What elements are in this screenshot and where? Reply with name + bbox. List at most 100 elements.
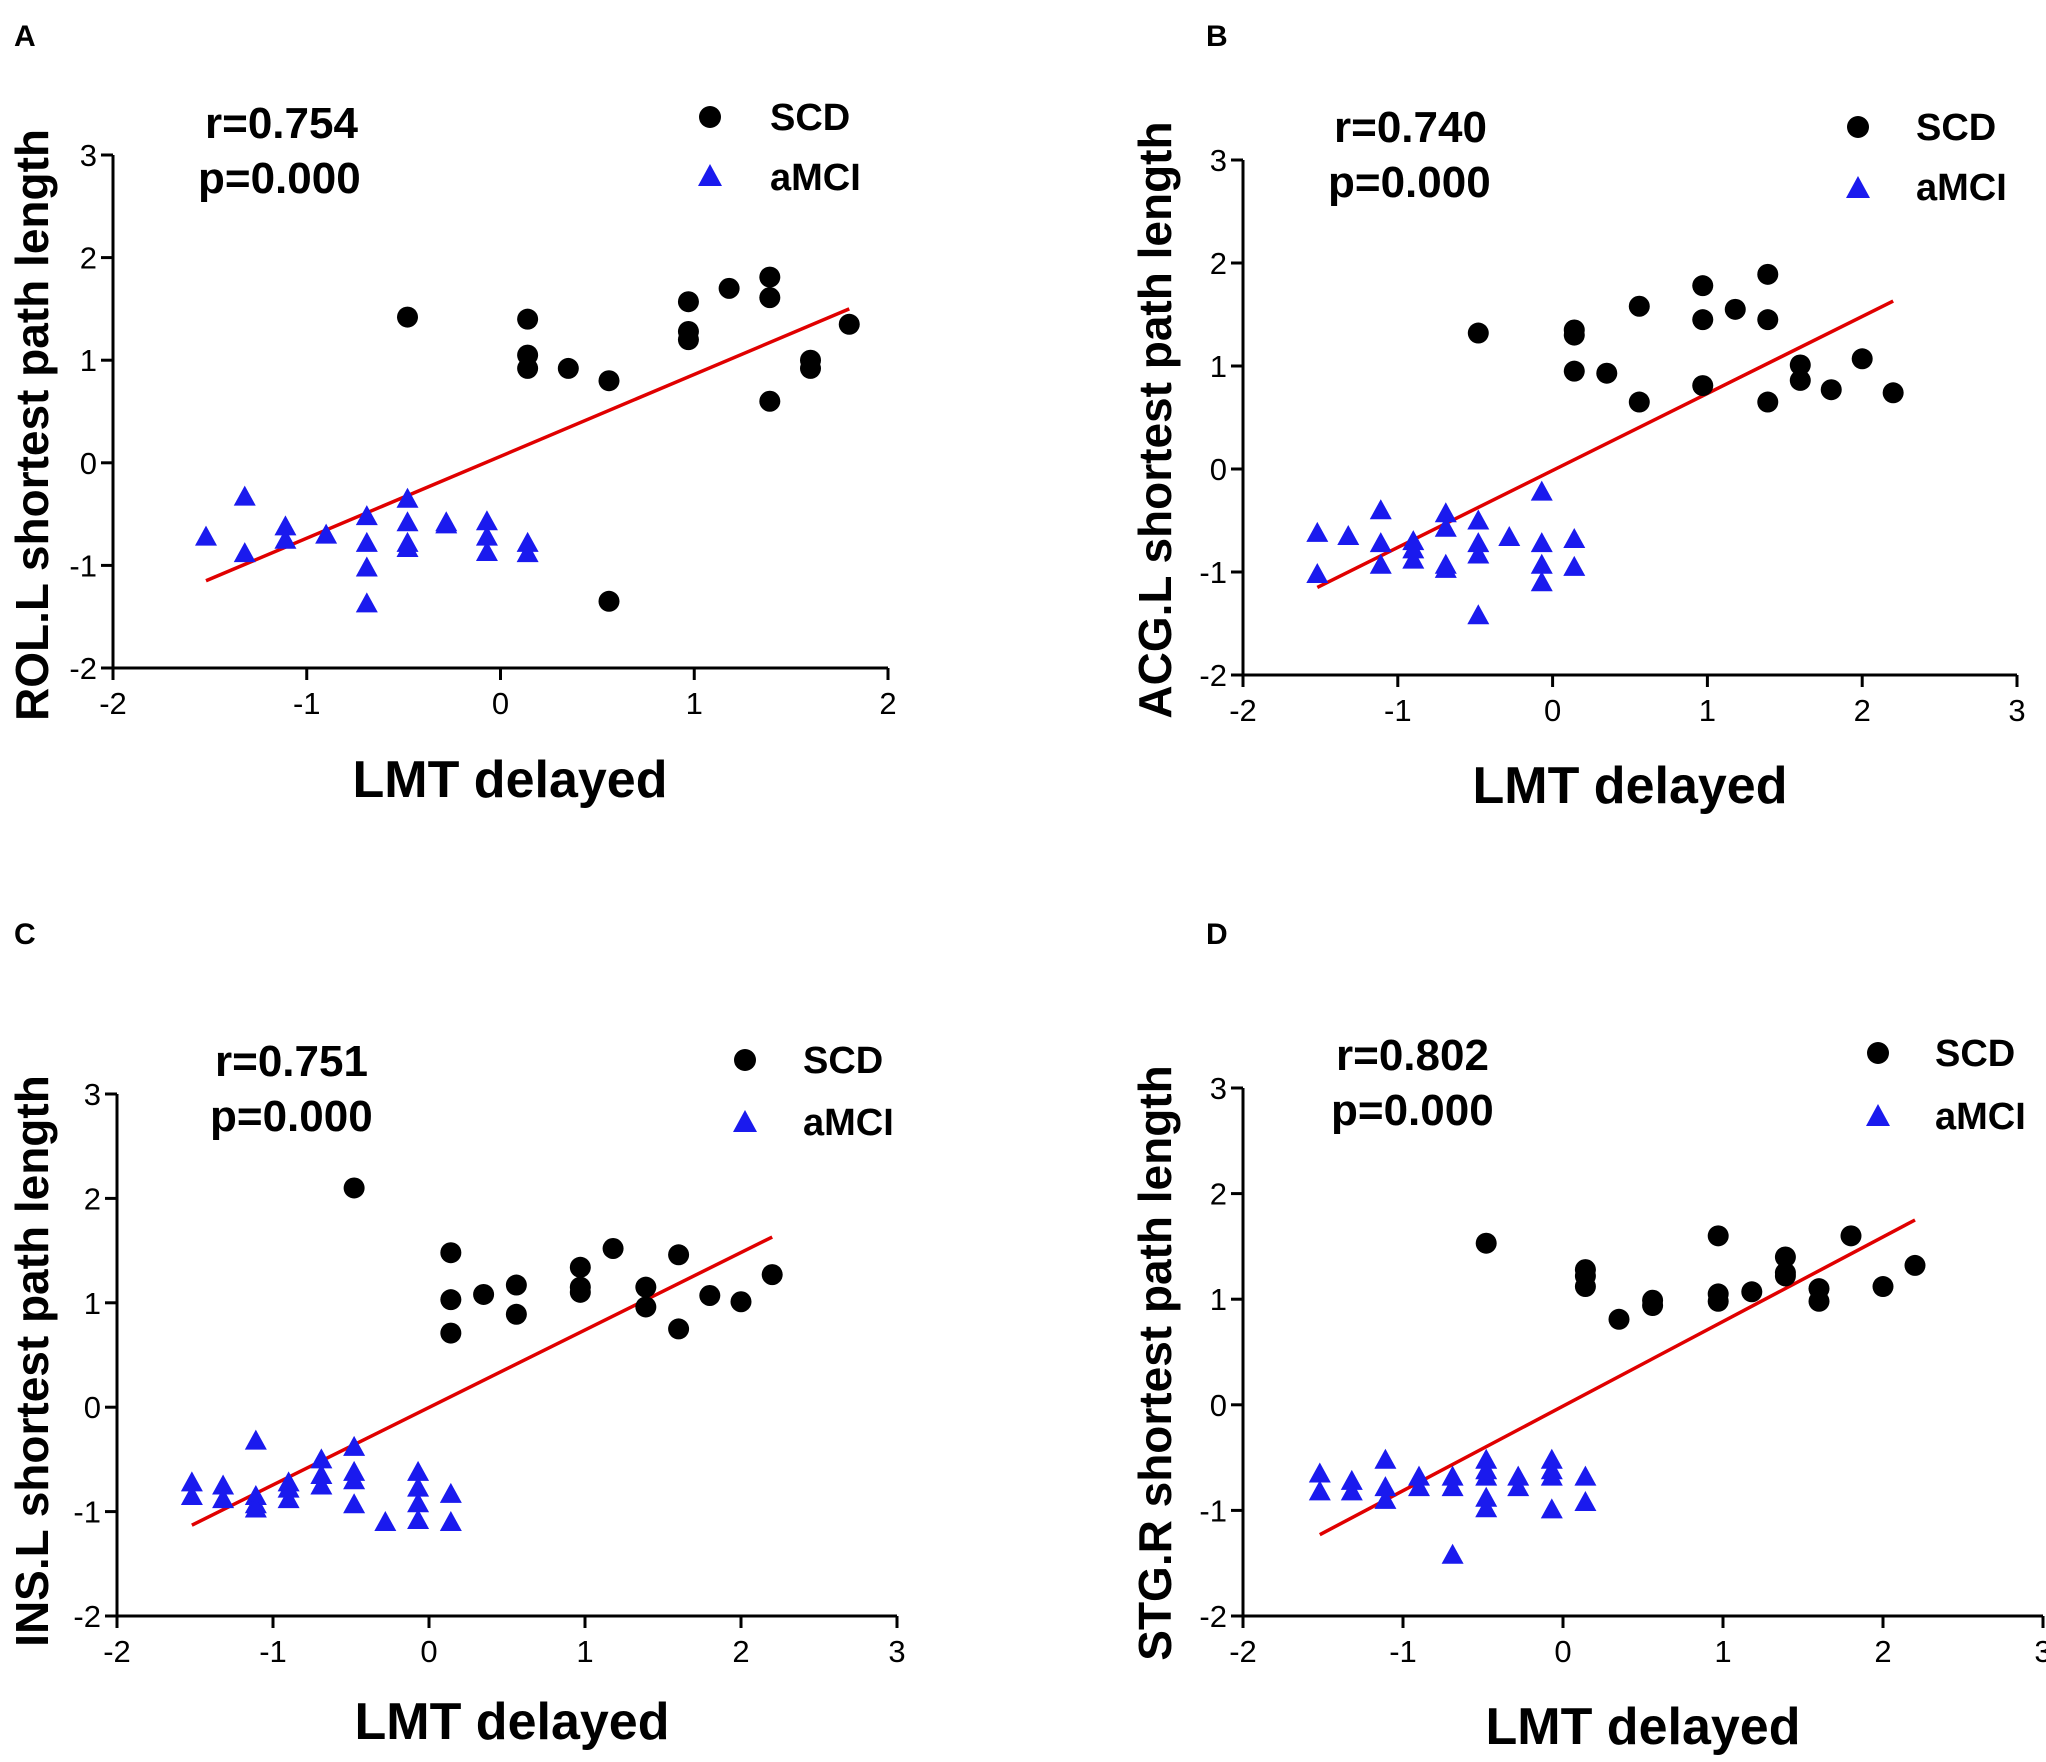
scd-point <box>440 1242 462 1264</box>
scd-point <box>440 1289 462 1311</box>
x-tick-label: -2 <box>1229 1634 1257 1669</box>
y-tick-label: -2 <box>73 1599 101 1634</box>
scd-point <box>1789 369 1811 391</box>
amci-point <box>1540 1448 1563 1469</box>
scd-point <box>1757 263 1779 285</box>
scd-point <box>1475 1232 1497 1254</box>
y-axis-label: STG.R shortest path length <box>1129 1065 1181 1660</box>
scd-point <box>1692 309 1714 331</box>
scd-point <box>473 1283 495 1305</box>
legend-scd-marker <box>699 106 721 128</box>
amci-point <box>1563 528 1586 549</box>
y-tick-label: 2 <box>1210 246 1227 281</box>
legend-amci-label: aMCI <box>1935 1096 2026 1138</box>
amci-point <box>1369 499 1392 520</box>
legend-scd-marker <box>1847 116 1869 138</box>
legend-amci-label: aMCI <box>1916 167 2007 209</box>
scd-point <box>730 1291 752 1313</box>
amci-point <box>396 487 419 508</box>
stat-p: p=0.000 <box>198 154 361 203</box>
scd-point <box>569 1281 591 1303</box>
x-tick-label: -1 <box>1389 1634 1417 1669</box>
y-tick-label: 0 <box>1210 452 1227 487</box>
amci-point <box>355 592 378 613</box>
x-axis-label: LMT delayed <box>1473 757 1788 815</box>
scd-point <box>1628 295 1650 317</box>
amci-point <box>310 1448 333 1469</box>
amci-point <box>1574 1490 1597 1511</box>
panel-d: D r=0.802 p=0.000 SCD aMCI -2 -1 0 1 2 3 -2 -1 0… <box>1023 881 2046 1762</box>
amci-point <box>195 525 217 546</box>
amci-point <box>1467 532 1490 553</box>
scd-point <box>1563 360 1585 382</box>
amci-point <box>407 1476 430 1497</box>
scd-point <box>1741 1281 1763 1303</box>
scd-point <box>1840 1225 1862 1247</box>
amci-point <box>1475 1465 1498 1486</box>
plot-area: -2 -1 0 1 2 3 -2 -1 0 1 2 3 <box>1199 143 2025 728</box>
legend-amci-label: aMCI <box>770 157 861 199</box>
legend-amci-label: aMCI <box>803 1102 894 1144</box>
y-tick-label: 2 <box>84 1181 101 1216</box>
scd-point <box>598 590 620 612</box>
y-tick-label: -2 <box>69 651 97 686</box>
amci-point <box>407 1460 430 1481</box>
y-tick-label: 0 <box>80 446 97 481</box>
amci-point <box>315 523 338 544</box>
amci-point <box>180 1471 203 1492</box>
scd-point <box>1757 391 1779 413</box>
scd-point <box>1904 1254 1926 1276</box>
scd-point <box>1642 1295 1664 1317</box>
amci-point <box>435 513 458 534</box>
amci-point <box>274 515 297 536</box>
x-tick-label: 3 <box>2034 1634 2046 1669</box>
scd-point <box>838 313 860 335</box>
amci-point <box>1540 1465 1563 1486</box>
x-tick-label: 0 <box>1554 1634 1571 1669</box>
scd-point <box>677 329 699 351</box>
x-axis-label: LMT delayed <box>353 751 668 809</box>
amci-point <box>1540 1498 1563 1519</box>
amci-point <box>343 1493 366 1514</box>
amci-point <box>1530 571 1553 592</box>
panel-c: C r=0.751 p=0.000 SCD aMCI -2 -1 0 1 2 3 -2 -1 0… <box>0 881 1023 1762</box>
scd-point <box>1872 1276 1894 1298</box>
y-tick-label: 0 <box>1210 1388 1227 1423</box>
amci-point <box>1434 502 1457 523</box>
amci-point <box>1467 509 1490 530</box>
stat-r: r=0.751 <box>215 1037 368 1086</box>
scd-point <box>602 1238 624 1260</box>
regression-line <box>191 1235 773 1527</box>
amci-point <box>475 510 498 531</box>
scd-point <box>1882 382 1904 404</box>
y-tick-label: 1 <box>84 1286 101 1321</box>
plot-area: -2 -1 0 1 2 3 -2 -1 0 1 2 3 <box>73 1077 905 1669</box>
amci-point <box>1369 553 1392 574</box>
scd-point <box>1596 362 1618 384</box>
legend-amci-marker <box>1846 176 1870 198</box>
x-tick-label: 2 <box>1874 1634 1891 1669</box>
amci-point <box>277 1488 300 1509</box>
plot-area: -2 -1 0 1 2 3 -2 -1 0 1 2 3 <box>1199 1071 2046 1669</box>
y-tick-label: 1 <box>1210 349 1227 384</box>
amci-point <box>374 1511 397 1532</box>
y-tick-label: 1 <box>80 343 97 378</box>
legend-amci-marker <box>733 1110 757 1132</box>
legend-scd-label: SCD <box>803 1040 883 1082</box>
x-axis-label: LMT delayed <box>355 1693 670 1751</box>
scd-point <box>800 357 821 379</box>
amci-point <box>1475 1497 1498 1518</box>
stat-r: r=0.802 <box>1336 1031 1489 1080</box>
scd-point <box>1851 348 1873 370</box>
x-tick-label: -1 <box>293 686 321 721</box>
y-tick-label: -1 <box>69 548 97 583</box>
scd-point <box>1774 1246 1796 1268</box>
amci-point <box>1337 524 1360 545</box>
scd-point <box>1707 1290 1729 1312</box>
amci-point <box>343 1469 366 1490</box>
x-tick-label: -2 <box>1229 693 1257 728</box>
x-tick-label: 2 <box>879 686 896 721</box>
amci-point <box>1441 1543 1464 1564</box>
amci-point <box>1507 1465 1530 1486</box>
x-tick-label: 3 <box>2008 693 2025 728</box>
